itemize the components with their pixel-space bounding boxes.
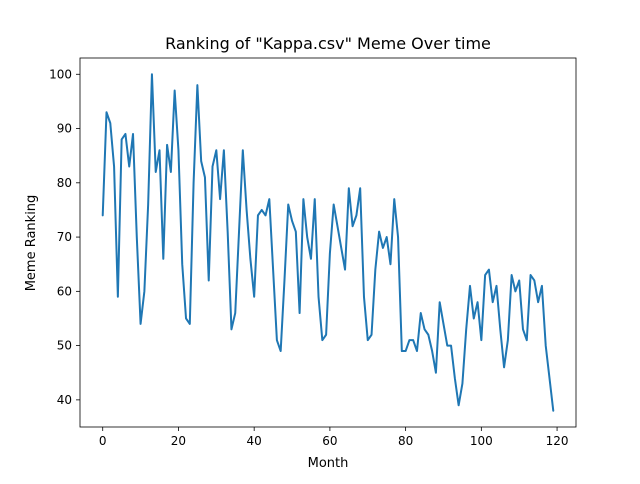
x-tick-label: 40 <box>247 434 262 448</box>
x-axis: 0 20 40 60 80 100 120 <box>99 427 569 448</box>
chart-title: Ranking of "Kappa.csv" Meme Over time <box>165 34 491 53</box>
x-tick-label: 120 <box>546 434 569 448</box>
series-line <box>101 73 555 412</box>
x-tick-label: 80 <box>398 434 413 448</box>
y-tick-label: 100 <box>49 67 72 81</box>
plot-area <box>101 73 555 412</box>
x-tick-label: 100 <box>470 434 493 448</box>
x-tick-label: 0 <box>99 434 107 448</box>
x-axis-label: Month <box>308 456 349 471</box>
y-tick-label: 80 <box>57 176 72 190</box>
y-axis: 40 50 60 70 80 90 100 <box>49 67 80 407</box>
y-tick-label: 90 <box>57 122 72 136</box>
y-tick-label: 40 <box>57 393 72 407</box>
y-axis-label: Meme Ranking <box>24 195 39 292</box>
y-tick-label: 70 <box>57 230 72 244</box>
y-tick-label: 60 <box>57 284 72 298</box>
axes-frame <box>79 57 577 428</box>
y-tick-label: 50 <box>57 339 72 353</box>
x-tick-label: 20 <box>171 434 186 448</box>
x-tick-label: 60 <box>322 434 337 448</box>
